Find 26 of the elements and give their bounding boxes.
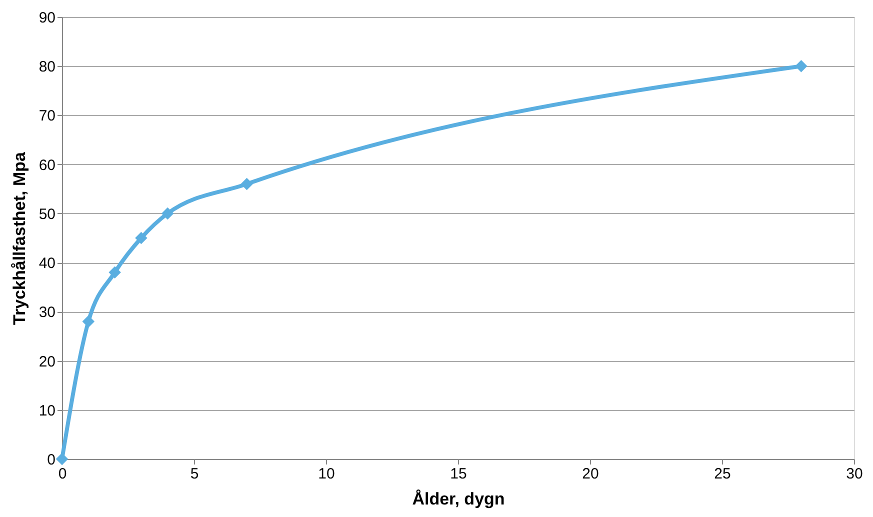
y-axis-title: Tryckhållfasthet, Mpa xyxy=(10,152,29,325)
y-tick-label: 30 xyxy=(38,304,56,322)
x-tick-label: 15 xyxy=(450,466,467,482)
point xyxy=(82,315,95,328)
point xyxy=(56,452,68,466)
y-tick-label: 90 xyxy=(38,10,56,26)
y-tick-label: 0 xyxy=(47,452,56,468)
y-tick-label: 60 xyxy=(38,156,56,174)
point xyxy=(108,266,121,278)
point xyxy=(161,207,174,220)
y-tick-label: 70 xyxy=(38,108,56,125)
x-tick-label: 0 xyxy=(58,466,67,482)
y-tick-label: 20 xyxy=(38,353,56,370)
y-tick-label: 40 xyxy=(38,255,56,272)
x-tick-label: 5 xyxy=(190,466,199,482)
point xyxy=(795,60,808,72)
y-tick-label: 10 xyxy=(38,402,56,420)
x-axis-title: Ålder, dygn xyxy=(412,490,505,508)
point xyxy=(240,178,253,190)
x-tick-label: 20 xyxy=(582,466,599,482)
y-tick-label: 80 xyxy=(38,58,56,76)
x-tick-label: 30 xyxy=(846,466,863,482)
x-tick-label: 10 xyxy=(318,466,335,482)
y-tick-label: 50 xyxy=(38,206,56,223)
x-tick-label: 25 xyxy=(714,466,731,482)
point xyxy=(135,232,148,244)
